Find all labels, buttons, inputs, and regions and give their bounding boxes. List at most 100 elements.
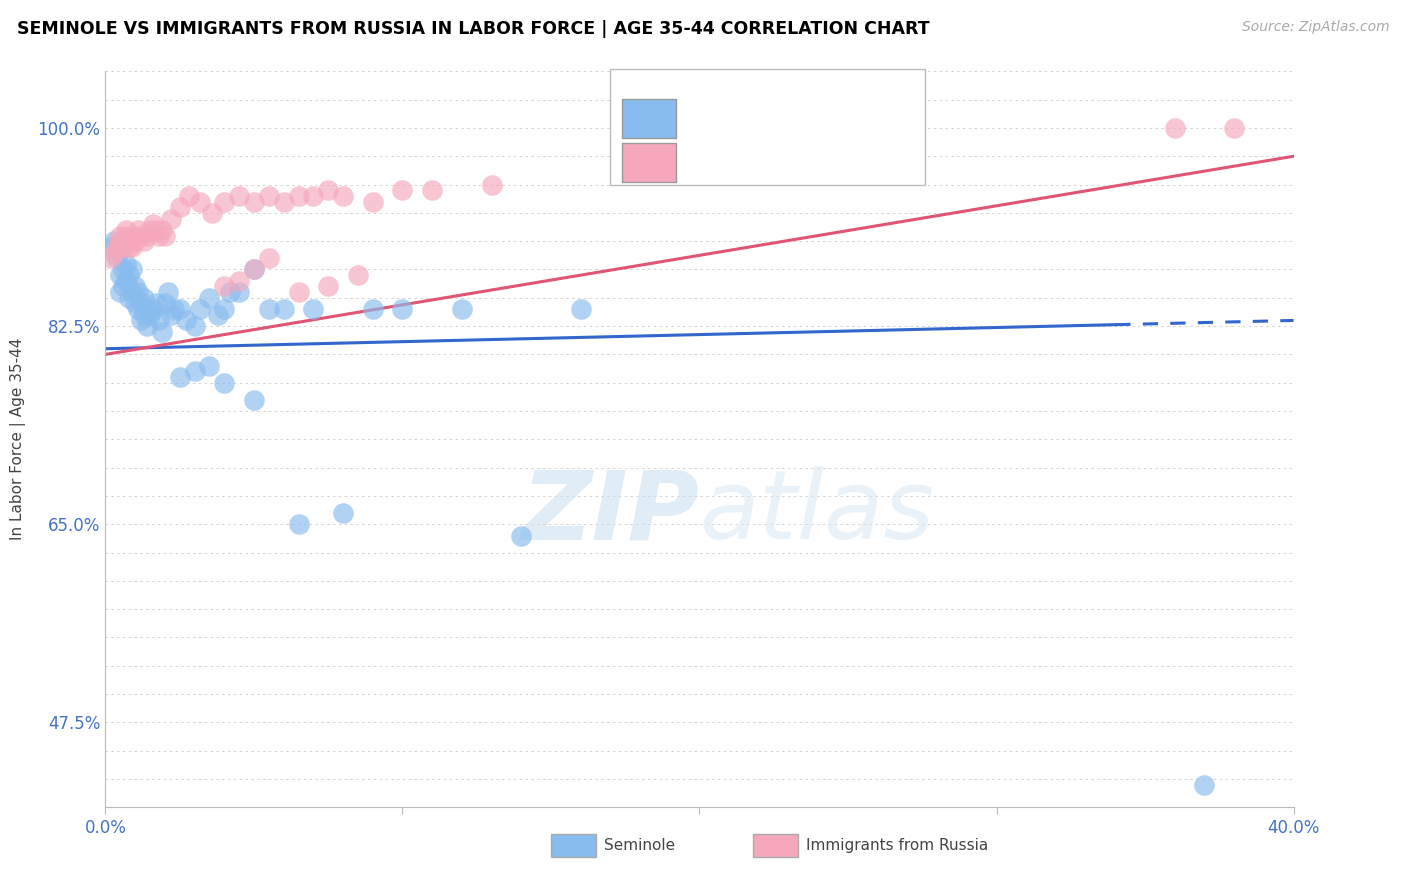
Point: [118, 291, 141, 305]
Point: [361, 194, 384, 209]
Point: [124, 296, 146, 310]
Point: [243, 262, 266, 277]
Point: [159, 308, 181, 322]
Point: [450, 302, 472, 317]
Point: [214, 302, 236, 317]
Point: [129, 296, 152, 310]
Point: [121, 262, 143, 277]
Text: Seminole: Seminole: [605, 838, 675, 853]
Point: [332, 189, 354, 203]
Point: [118, 240, 141, 254]
Point: [214, 194, 236, 209]
Point: [156, 285, 179, 300]
Point: [112, 262, 135, 277]
Point: [316, 279, 339, 293]
Point: [243, 194, 266, 209]
Point: [127, 285, 149, 300]
Point: [273, 194, 295, 209]
Point: [139, 308, 162, 322]
Point: [145, 223, 167, 237]
Point: [163, 302, 186, 317]
Point: [110, 228, 132, 243]
Point: [361, 302, 384, 317]
Text: Immigrants from Russia: Immigrants from Russia: [807, 838, 988, 853]
Text: Source: ZipAtlas.com: Source: ZipAtlas.com: [1241, 20, 1389, 34]
Point: [121, 240, 143, 254]
Point: [1223, 120, 1246, 135]
Point: [148, 228, 170, 243]
Point: [103, 245, 125, 260]
Point: [110, 268, 132, 282]
Point: [112, 240, 135, 254]
Point: [136, 228, 159, 243]
Point: [198, 291, 221, 305]
Point: [273, 302, 295, 317]
Point: [145, 296, 167, 310]
Point: [257, 189, 280, 203]
Point: [159, 211, 181, 226]
Point: [115, 257, 138, 271]
Point: [153, 296, 176, 310]
FancyBboxPatch shape: [610, 70, 925, 186]
Point: [214, 376, 236, 390]
Point: [127, 223, 149, 237]
Point: [228, 274, 250, 288]
Point: [127, 302, 149, 317]
Point: [183, 364, 205, 378]
Point: [174, 313, 197, 327]
Point: [136, 302, 159, 317]
Point: [124, 228, 146, 243]
FancyBboxPatch shape: [623, 99, 676, 137]
Point: [569, 302, 592, 317]
Point: [214, 279, 236, 293]
Text: SEMINOLE VS IMMIGRANTS FROM RUSSIA IN LABOR FORCE | AGE 35-44 CORRELATION CHART: SEMINOLE VS IMMIGRANTS FROM RUSSIA IN LA…: [17, 20, 929, 37]
Point: [100, 251, 122, 265]
Point: [132, 234, 155, 248]
Point: [169, 302, 191, 317]
Point: [228, 189, 250, 203]
Point: [153, 228, 176, 243]
Point: [243, 392, 266, 407]
Point: [190, 302, 212, 317]
Point: [142, 302, 165, 317]
Point: [118, 234, 141, 248]
Point: [169, 200, 191, 214]
Point: [110, 285, 132, 300]
Point: [142, 217, 165, 231]
Point: [112, 279, 135, 293]
Point: [118, 268, 141, 282]
Point: [287, 189, 309, 203]
Point: [124, 234, 146, 248]
Point: [420, 183, 443, 197]
Point: [302, 302, 325, 317]
Point: [100, 240, 122, 254]
Point: [110, 234, 132, 248]
Point: [103, 234, 125, 248]
Point: [115, 223, 138, 237]
Point: [121, 234, 143, 248]
Point: [257, 251, 280, 265]
Point: [105, 251, 128, 265]
Text: ZIP: ZIP: [522, 467, 700, 559]
Point: [124, 279, 146, 293]
Point: [391, 183, 413, 197]
Point: [391, 302, 413, 317]
Point: [148, 313, 170, 327]
Point: [129, 228, 152, 243]
Point: [207, 308, 229, 322]
Point: [139, 223, 162, 237]
Point: [112, 234, 135, 248]
Point: [347, 268, 370, 282]
Point: [316, 183, 339, 197]
Point: [287, 517, 309, 532]
Text: R = 0.063   N = 58: R = 0.063 N = 58: [688, 110, 872, 128]
FancyBboxPatch shape: [623, 144, 676, 182]
Point: [136, 319, 159, 334]
Point: [115, 228, 138, 243]
Point: [481, 178, 503, 192]
Point: [219, 285, 242, 300]
Point: [287, 285, 309, 300]
Point: [150, 325, 173, 339]
Point: [198, 359, 221, 373]
Point: [1164, 120, 1187, 135]
